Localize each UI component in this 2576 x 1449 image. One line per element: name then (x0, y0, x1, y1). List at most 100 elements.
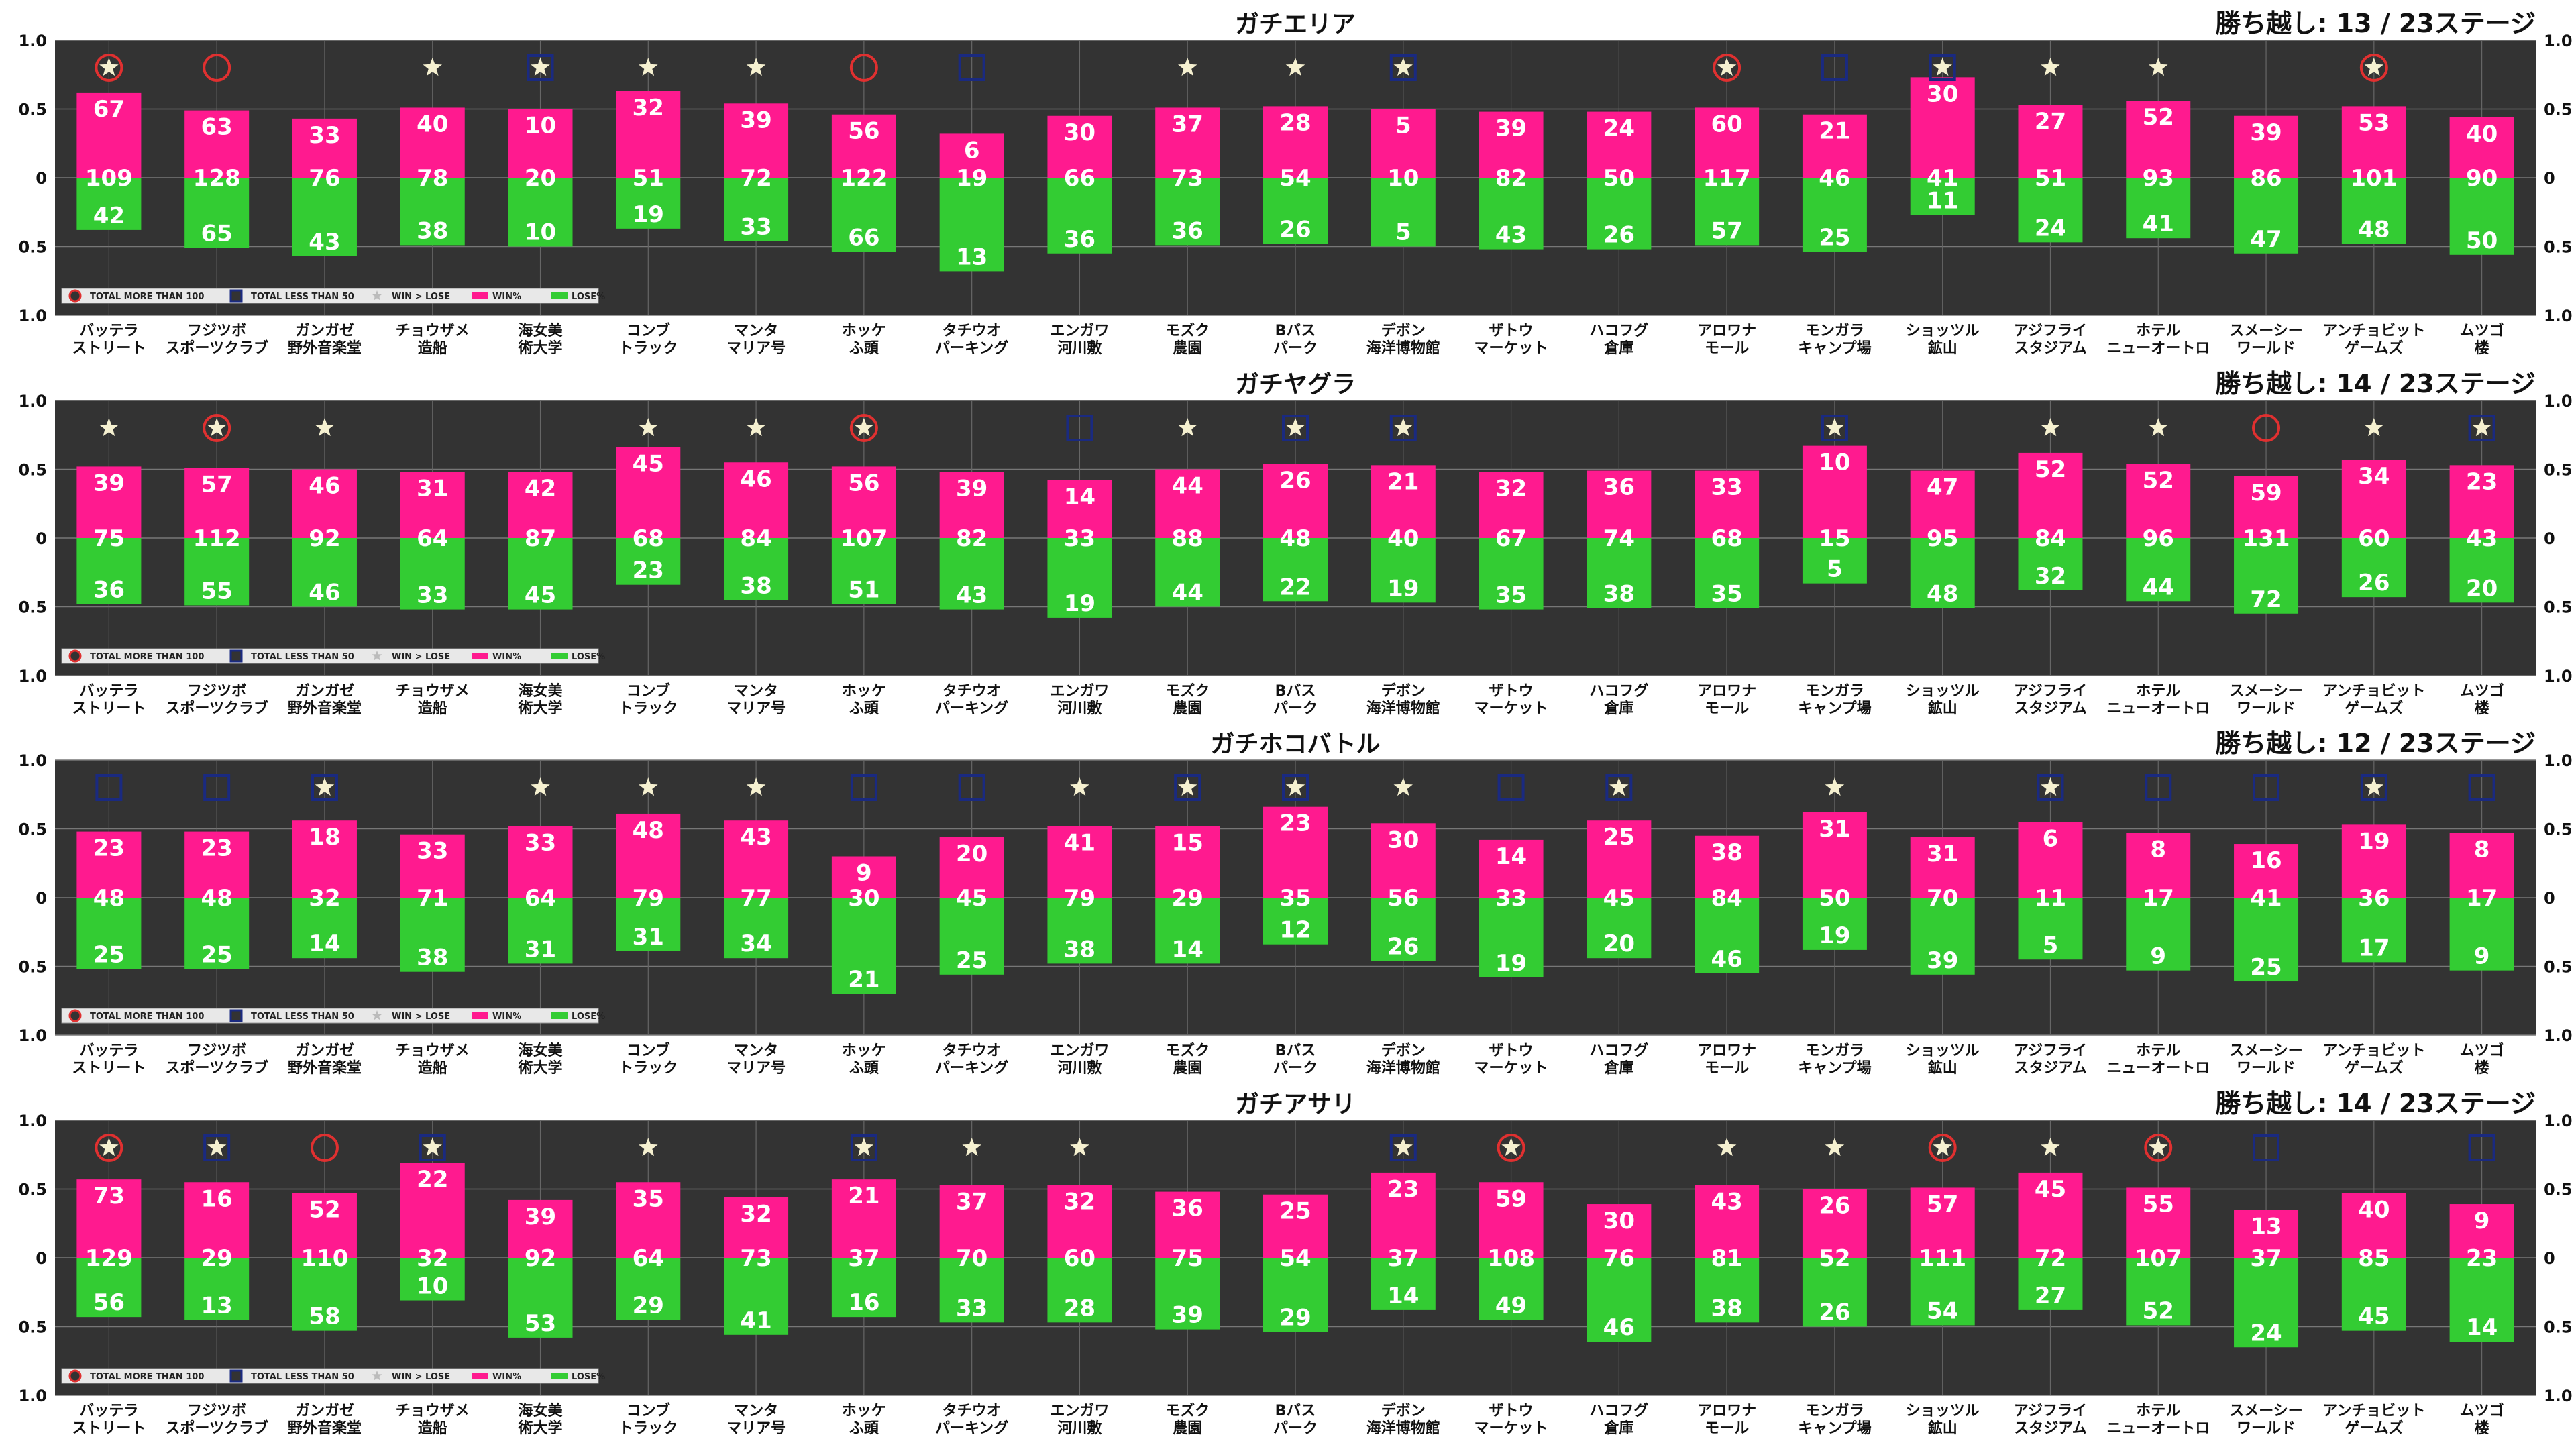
lose-count-label: 45 (2358, 1303, 2390, 1330)
total-count-label: 37 (1387, 1245, 1419, 1272)
lose-bar (2449, 1258, 2514, 1342)
stage-name: ふ頭 (849, 1060, 879, 1077)
lose-bar (1047, 178, 1112, 254)
lose-count-label: 31 (633, 924, 664, 951)
lose-bar (939, 898, 1004, 975)
win-count-label: 42 (525, 476, 556, 502)
lose-count-label: 23 (633, 557, 664, 584)
total-count-label: 107 (2135, 1245, 2182, 1272)
total-count-label: 60 (1064, 1245, 1095, 1272)
stage-name: フジツボ (187, 1042, 246, 1059)
total-count-label: 122 (840, 165, 888, 192)
stage-name: ふ頭 (849, 1420, 879, 1437)
total-count-label: 75 (93, 525, 125, 552)
chart-title: ガチヤグラ (1235, 371, 1356, 398)
lose-count-label: 17 (2358, 934, 2390, 961)
y-tick-label: 1.0 (2544, 32, 2573, 50)
win-count-label: 14 (1495, 843, 1527, 870)
star-icon (2041, 418, 2060, 437)
total-count-label: 95 (1927, 525, 1958, 552)
y-tick-label: 1.0 (18, 307, 47, 325)
win-bar (508, 472, 573, 538)
star-icon (1825, 777, 1845, 796)
stage-name: 鉱山 (1928, 700, 1957, 717)
win-bar (1695, 1185, 1760, 1258)
stage-name: パーキング (935, 1059, 1008, 1077)
win-count-label: 32 (1064, 1188, 1095, 1215)
total-count-label: 129 (85, 1245, 133, 1272)
win-bar (1047, 480, 1112, 538)
stage-name: ガンガゼ (295, 1403, 354, 1419)
lose-bar (831, 538, 896, 604)
stage-name: アジフライ (2014, 1403, 2087, 1419)
lose-bar (2341, 1258, 2406, 1331)
lose-count-label: 10 (525, 219, 556, 246)
stage-name: ザトウ (1489, 683, 1534, 700)
stage-name: トラック (619, 1420, 678, 1437)
lose-bar (1155, 178, 1220, 246)
stage-name: キャンプ場 (1798, 1420, 1871, 1437)
chart-title: ガチアサリ (1235, 1091, 1356, 1118)
stage-name: 農園 (1173, 1060, 1202, 1077)
legend-label: TOTAL MORE THAN 100 (90, 1012, 204, 1022)
legend-circle-icon (68, 649, 82, 663)
win-count-label: 73 (93, 1183, 125, 1210)
total-count-label: 30 (848, 885, 879, 912)
star-icon (1501, 1138, 1521, 1157)
lose-count-label: 24 (2250, 1320, 2282, 1346)
total-count-label: 48 (201, 885, 233, 912)
total-count-label: 20 (525, 165, 556, 192)
lose-count-label: 19 (1819, 922, 1850, 949)
lose-count-label: 52 (2143, 1297, 2174, 1324)
stage-name: スメーシー (2229, 683, 2303, 700)
y-tick-label: 1.0 (2544, 1387, 2573, 1405)
lose-bar (1047, 1258, 1112, 1323)
chart-panel: 1.0 1.0 0.5 0.5 0 0 0.5 0.5 1.0 1.0 ガチエリア 勝ち越し: 13 … (18, 9, 2572, 357)
win-count-label: 27 (2035, 108, 2066, 135)
stage-name: 倉庫 (1603, 339, 1633, 357)
lose-bar (508, 1258, 573, 1338)
lose-count-label: 34 (740, 930, 771, 957)
win-bar (831, 466, 896, 538)
lose-count-label: 25 (201, 942, 233, 969)
win-bar (400, 107, 465, 178)
legend-box (61, 648, 599, 664)
lose-count-label: 26 (1819, 1299, 1850, 1326)
star-icon (1285, 58, 1305, 76)
square-marker (958, 774, 985, 801)
lose-bar (1155, 1258, 1220, 1330)
y-tick-label: 0.5 (2544, 958, 2573, 977)
lose-bar (1155, 898, 1220, 964)
star-icon (746, 777, 766, 796)
lose-count-label: 14 (309, 930, 340, 957)
stage-name: ショッツル (1906, 1403, 1980, 1419)
total-count-label: 41 (2250, 885, 2282, 912)
stage-name: スメーシー (2229, 1042, 2303, 1059)
stage-name: アジフライ (2014, 1042, 2087, 1059)
star-icon (746, 418, 766, 437)
total-count-label: 51 (2035, 165, 2066, 192)
win-bar (2126, 833, 2191, 898)
win-bar (1910, 837, 1975, 898)
stage-name: ホテル (2136, 1042, 2180, 1059)
lose-count-label: 38 (417, 945, 448, 971)
lose-bar (400, 538, 465, 610)
stage-name: ガンガゼ (295, 323, 354, 339)
win-count-label: 31 (1927, 841, 1958, 867)
win-bar (2018, 1172, 2083, 1258)
win-bar (1155, 107, 1220, 178)
stage-name: パーキング (935, 1419, 1008, 1437)
win-bar (184, 1182, 250, 1258)
lose-bar (1263, 898, 1328, 945)
lose-bar (831, 1258, 896, 1318)
legend-swatch (551, 653, 568, 659)
lose-bar (292, 898, 357, 959)
lose-count-label: 32 (2035, 563, 2066, 590)
stage-name: フジツボ (187, 323, 246, 339)
win-count-label: 40 (417, 111, 448, 138)
lose-bar (2126, 178, 2191, 239)
win-count-label: 21 (848, 1183, 879, 1210)
stage-name: キャンプ場 (1798, 1060, 1871, 1077)
stage-name: フジツボ (187, 683, 246, 700)
